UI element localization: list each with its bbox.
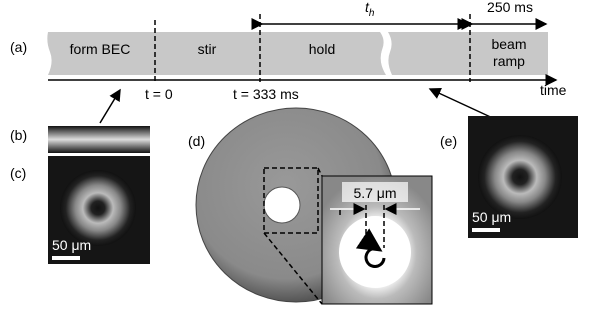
scale-label: 50 μm xyxy=(52,237,91,253)
condensate xyxy=(478,135,562,219)
segment-label: beam ramp xyxy=(481,36,537,70)
axis-label: time xyxy=(540,82,567,98)
scale-label: 50 μm xyxy=(472,209,511,225)
pointer-arrow xyxy=(100,90,120,123)
segment-label: hold xyxy=(309,41,335,57)
panel-label: (c) xyxy=(10,165,26,181)
subscript: h xyxy=(369,8,375,19)
duration-label: 250 ms xyxy=(487,0,533,15)
figure: (a) form BEC stir hold beam ramp th 250 … xyxy=(0,0,593,311)
segment-label: stir xyxy=(198,41,217,57)
hole xyxy=(264,187,300,223)
dimension-label: 5.7 μm xyxy=(353,185,396,201)
scale-bar xyxy=(52,256,80,260)
segment-label-box: beam ramp xyxy=(470,36,548,76)
panel-label: (d) xyxy=(188,133,205,149)
time-label: t = 0 xyxy=(145,86,173,102)
pointer-arrow xyxy=(430,89,497,120)
segment-label: form BEC xyxy=(70,41,131,57)
panel-label: (e) xyxy=(440,133,457,149)
time-label: t = 333 ms xyxy=(233,86,299,102)
image-strip xyxy=(48,126,150,153)
hole-zoom xyxy=(339,216,411,288)
condensate xyxy=(60,170,136,246)
hold-time: th xyxy=(365,0,375,19)
scale-bar xyxy=(472,228,500,232)
panel-label: (a) xyxy=(10,39,27,55)
panel-label: (b) xyxy=(10,127,27,143)
